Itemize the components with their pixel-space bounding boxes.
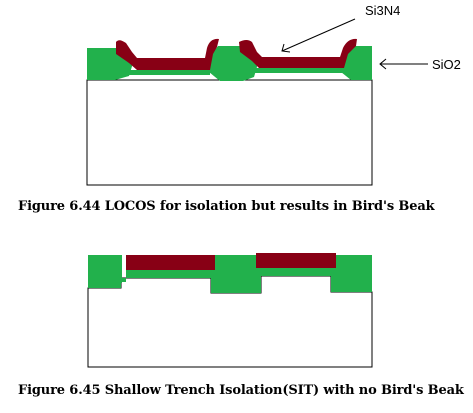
locos-pad-oxide-right [255, 68, 344, 73]
sti-pad-oxide [88, 268, 372, 293]
si3n4-arrowhead [281, 43, 291, 53]
locos-nitride-left [116, 38, 219, 70]
locos-pad-oxide-left [129, 70, 210, 75]
si3n4-leader-line [281, 18, 356, 52]
sti-figure [87, 253, 373, 368]
sti-nitride-right [256, 253, 336, 268]
sti-trench-oxide-left [88, 255, 122, 283]
locos-figure: Si3N4 SiO2 [86, 3, 461, 186]
figure-6-44-caption: Figure 6.44 LOCOS for isolation but resu… [18, 199, 435, 214]
sti-nitride-left [126, 255, 215, 270]
locos-substrate [86, 79, 373, 186]
sio2-arrowhead [379, 58, 387, 70]
locos-nitride-right [239, 38, 357, 68]
figure-6-45-caption: Figure 6.45 Shallow Trench Isolation(SIT… [18, 383, 464, 398]
sti-trench-oxide-right [336, 255, 372, 286]
sio2-label: SiO2 [432, 57, 461, 72]
locos-field-oxide-right [341, 46, 372, 80]
si3n4-label: Si3N4 [365, 3, 400, 18]
sti-trench-oxide-center [215, 255, 256, 286]
